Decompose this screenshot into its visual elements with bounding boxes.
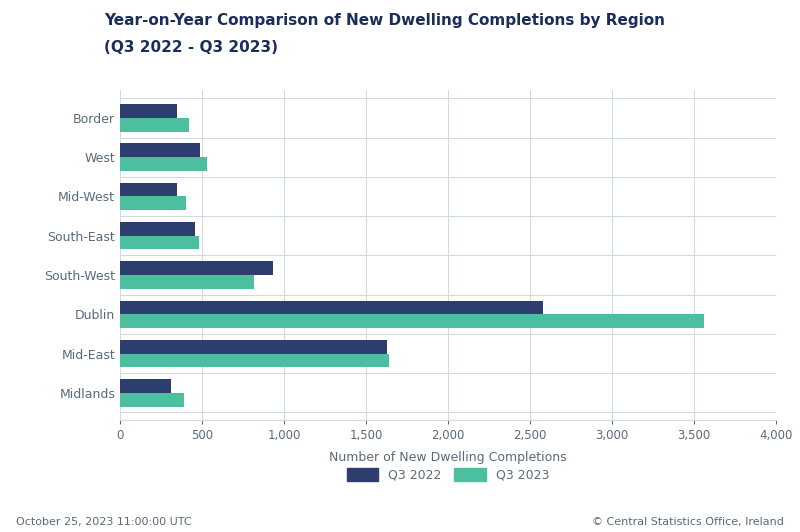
Bar xyxy=(120,314,704,328)
Bar xyxy=(120,393,184,406)
Bar xyxy=(120,354,389,367)
Bar xyxy=(120,157,207,171)
Bar xyxy=(120,104,178,118)
Text: Year-on-Year Comparison of New Dwelling Completions by Region: Year-on-Year Comparison of New Dwelling … xyxy=(104,13,665,28)
Bar xyxy=(120,340,387,354)
Bar xyxy=(120,275,254,289)
Bar xyxy=(120,261,273,275)
Bar xyxy=(120,379,171,393)
Legend: Q3 2022, Q3 2023: Q3 2022, Q3 2023 xyxy=(342,463,554,487)
Bar xyxy=(120,236,198,250)
Bar xyxy=(120,196,186,210)
Bar xyxy=(120,301,543,314)
Bar xyxy=(120,144,200,157)
Text: (Q3 2022 - Q3 2023): (Q3 2022 - Q3 2023) xyxy=(104,40,278,55)
Bar xyxy=(120,118,189,132)
Text: October 25, 2023 11:00:00 UTC: October 25, 2023 11:00:00 UTC xyxy=(16,517,192,527)
Bar xyxy=(120,222,195,236)
X-axis label: Number of New Dwelling Completions: Number of New Dwelling Completions xyxy=(329,451,567,464)
Bar xyxy=(120,182,178,196)
Text: © Central Statistics Office, Ireland: © Central Statistics Office, Ireland xyxy=(592,517,784,527)
